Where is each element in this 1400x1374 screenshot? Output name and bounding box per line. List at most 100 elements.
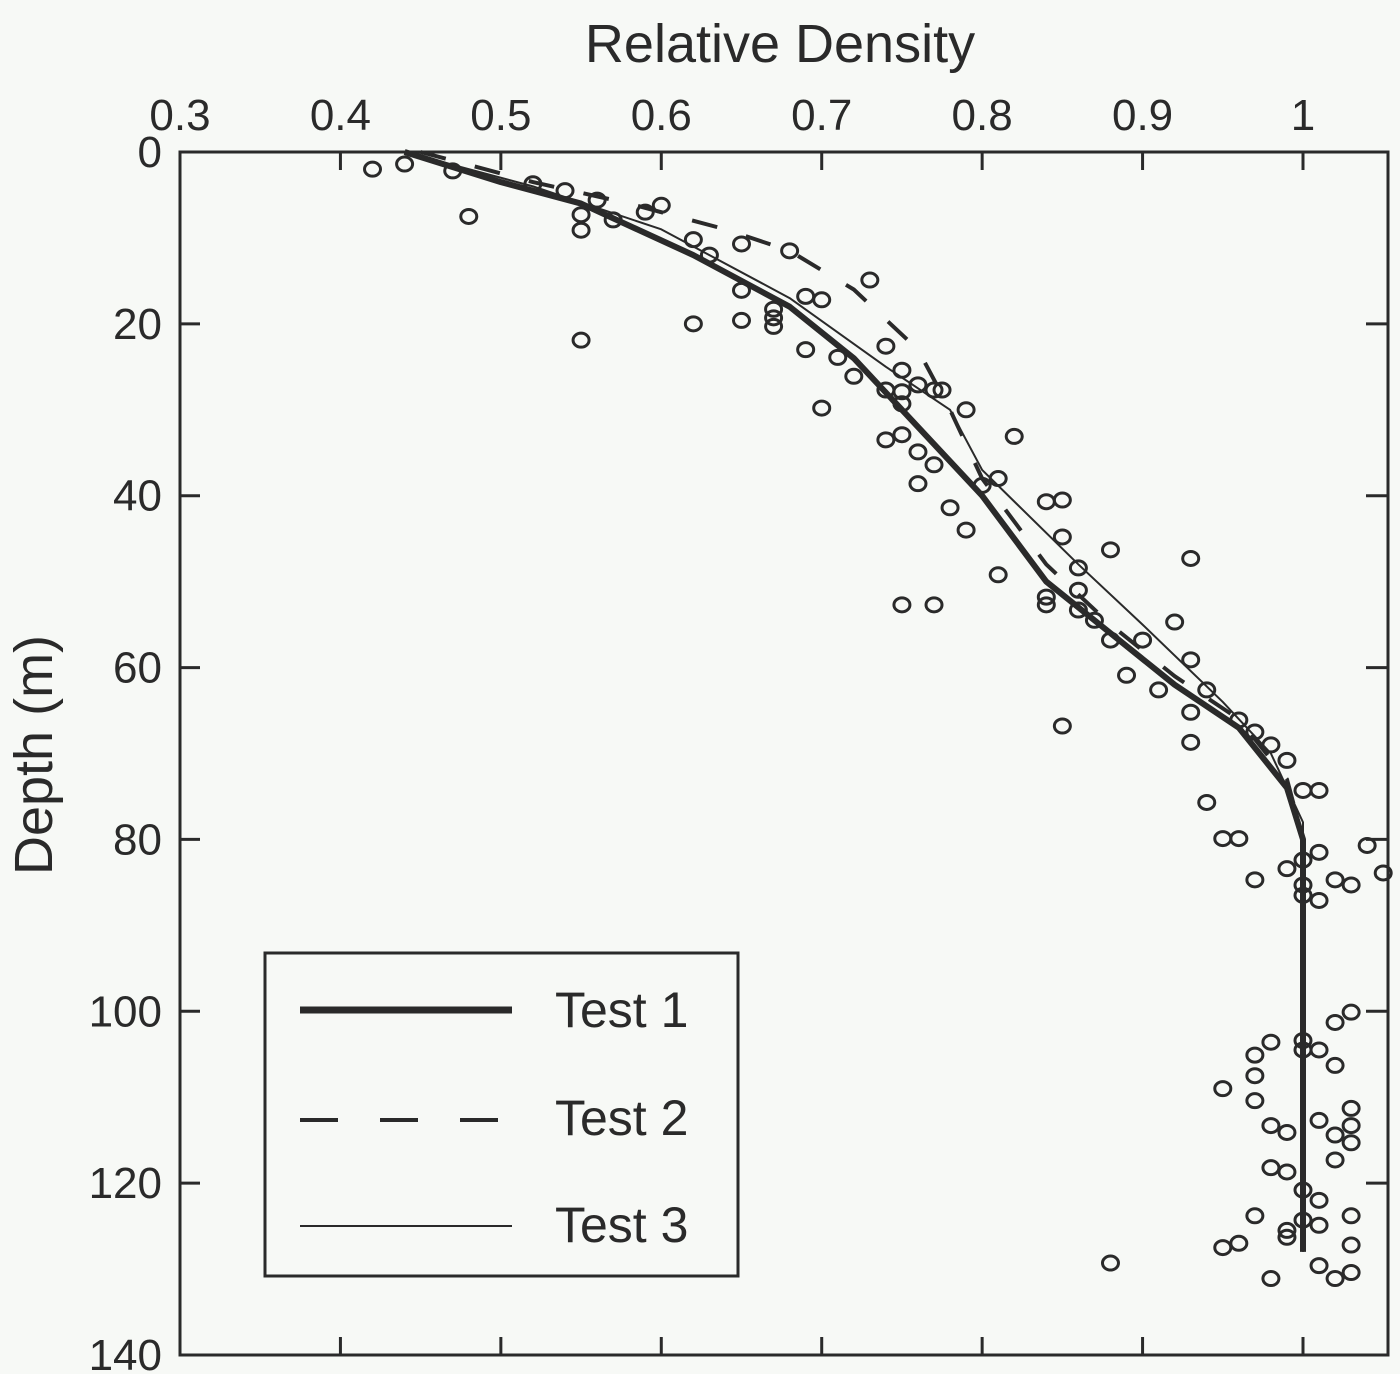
observation-point — [972, 476, 992, 494]
y-tick-label: 40 — [113, 472, 162, 521]
observation-point — [764, 317, 784, 335]
observation-point — [1373, 864, 1393, 882]
observation-point — [876, 431, 896, 449]
observation-point — [876, 337, 896, 355]
y-axis-title: Depth (m) — [4, 635, 64, 875]
observation-point — [683, 231, 703, 249]
observation-point — [1325, 1151, 1345, 1169]
observation-point — [651, 196, 671, 214]
observation-point — [828, 348, 848, 366]
observation-point — [1325, 871, 1345, 889]
observation-point — [780, 242, 800, 260]
observation-point — [796, 287, 816, 305]
observation-point — [1357, 836, 1377, 854]
x-tick-label: 0.3 — [149, 91, 210, 140]
observation-point — [924, 596, 944, 614]
observation-point — [1261, 1270, 1281, 1288]
x-tick-label: 0.8 — [952, 91, 1013, 140]
legend-label-test-1: Test 1 — [555, 982, 688, 1038]
observation-point — [1245, 1067, 1265, 1085]
observation-point — [908, 443, 928, 461]
observation-point — [1293, 851, 1313, 869]
observation-point — [812, 291, 832, 309]
observation-point — [1052, 491, 1072, 509]
observation-point — [1068, 559, 1088, 577]
observation-point — [395, 155, 415, 173]
observation-point — [1277, 860, 1297, 878]
observation-point — [1261, 1033, 1281, 1051]
observation-point — [1309, 1216, 1329, 1234]
observation-point — [1341, 1003, 1361, 1021]
observation-point — [1100, 631, 1120, 649]
observation-point — [603, 211, 623, 229]
observation-point — [1100, 541, 1120, 559]
observation-point — [459, 207, 479, 225]
observation-point — [1325, 1270, 1345, 1288]
observation-point — [1197, 681, 1217, 699]
x-tick-label: 0.4 — [310, 91, 371, 140]
observation-point — [571, 331, 591, 349]
y-tick-label: 140 — [89, 1331, 162, 1374]
observation-point — [1341, 1099, 1361, 1117]
observation-point — [1293, 781, 1313, 799]
observation-point — [732, 281, 751, 299]
observation-point — [1245, 1046, 1265, 1064]
observation-point — [1181, 703, 1201, 721]
observation-point — [892, 383, 912, 401]
observation-point — [1341, 1236, 1361, 1254]
observation-point — [1084, 611, 1104, 629]
observation-point — [1309, 1111, 1329, 1129]
observation-point — [1213, 830, 1233, 848]
observation-point — [812, 399, 832, 417]
observation-point — [1133, 631, 1153, 649]
legend-label-test-2: Test 2 — [555, 1090, 688, 1146]
observation-point — [1165, 613, 1185, 631]
observation-point — [732, 311, 751, 329]
observation-point — [1052, 528, 1072, 546]
observation-point — [988, 566, 1008, 584]
observation-point — [587, 191, 607, 209]
observation-point — [1004, 427, 1024, 445]
observation-point — [1277, 1228, 1297, 1246]
observation-point — [571, 206, 591, 224]
observation-point — [764, 300, 784, 318]
series-line-test-1 — [403, 149, 1306, 1252]
observation-point — [924, 381, 944, 399]
y-tick-label: 100 — [89, 987, 162, 1036]
observation-point — [555, 182, 575, 200]
observation-point — [1309, 891, 1329, 909]
observation-point — [1325, 1056, 1345, 1074]
observation-point — [1213, 1080, 1233, 1098]
observation-point — [1181, 651, 1201, 669]
x-tick-labels: 0.3 0.4 0.5 0.6 0.7 0.8 0.9 1 — [149, 91, 1315, 140]
observation-point — [908, 475, 928, 493]
observation-point — [1325, 1013, 1345, 1031]
observation-point — [1293, 1181, 1313, 1199]
observation-point — [1245, 1207, 1265, 1225]
observation-point — [796, 341, 816, 359]
observation-point — [1309, 1041, 1329, 1059]
observation-point — [1293, 1032, 1313, 1050]
observation-point — [1052, 717, 1072, 735]
observation-point — [635, 203, 655, 221]
observation-point — [1068, 581, 1088, 599]
observation-point — [1325, 1126, 1345, 1144]
observation-point — [1293, 1211, 1313, 1229]
observation-point — [1341, 1134, 1361, 1152]
observation-point — [1261, 1117, 1281, 1135]
observation-point — [1341, 1264, 1361, 1282]
observation-point — [1100, 1254, 1120, 1272]
observation-point — [844, 367, 864, 385]
x-tick-label: 0.7 — [791, 91, 852, 140]
observation-point — [1229, 711, 1249, 729]
observation-point — [363, 160, 383, 178]
observation-point — [1068, 601, 1088, 619]
observation-point — [1036, 493, 1056, 511]
observation-point — [1229, 830, 1249, 848]
axis-ticks — [178, 150, 1388, 1357]
observation-points — [363, 155, 1393, 1288]
observation-point — [1277, 1123, 1297, 1141]
observation-point — [1036, 596, 1056, 614]
observation-point — [1293, 876, 1313, 894]
